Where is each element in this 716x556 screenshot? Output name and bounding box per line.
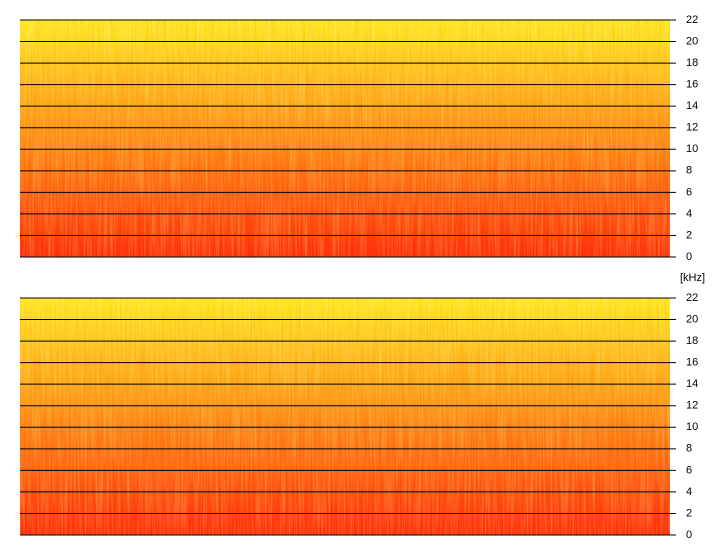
y-tick-label: 0	[686, 251, 692, 263]
y-tick-label: 12	[686, 122, 698, 134]
y-axis-label: [kHz]	[680, 272, 705, 284]
y-tick-label: 16	[686, 79, 698, 91]
y-tick-label: 22	[686, 292, 698, 304]
y-tick-label: 22	[686, 14, 698, 26]
spectrogram-texture	[20, 20, 670, 257]
y-tick-label: 4	[686, 208, 692, 220]
y-tick-label: 18	[686, 335, 698, 347]
y-tick-label: 0	[686, 529, 692, 541]
y-tick-label: 6	[686, 464, 692, 476]
y-tick-label: 8	[686, 165, 692, 177]
y-tick-label: 18	[686, 57, 698, 69]
y-tick-label: 12	[686, 400, 698, 412]
y-tick-label: 14	[686, 100, 698, 112]
y-tick-label: 14	[686, 378, 698, 390]
y-tick-label: 2	[686, 507, 692, 519]
y-tick-label: 6	[686, 186, 692, 198]
y-tick-label: 10	[686, 143, 698, 155]
y-tick-label: 20	[686, 35, 698, 47]
y-tick-label: 2	[686, 229, 692, 241]
y-tick-label: 8	[686, 443, 692, 455]
y-tick-label: 4	[686, 486, 692, 498]
spectrogram-texture	[20, 298, 670, 535]
y-tick-label: 16	[686, 357, 698, 369]
y-tick-label: 20	[686, 313, 698, 325]
y-tick-label: 10	[686, 421, 698, 433]
